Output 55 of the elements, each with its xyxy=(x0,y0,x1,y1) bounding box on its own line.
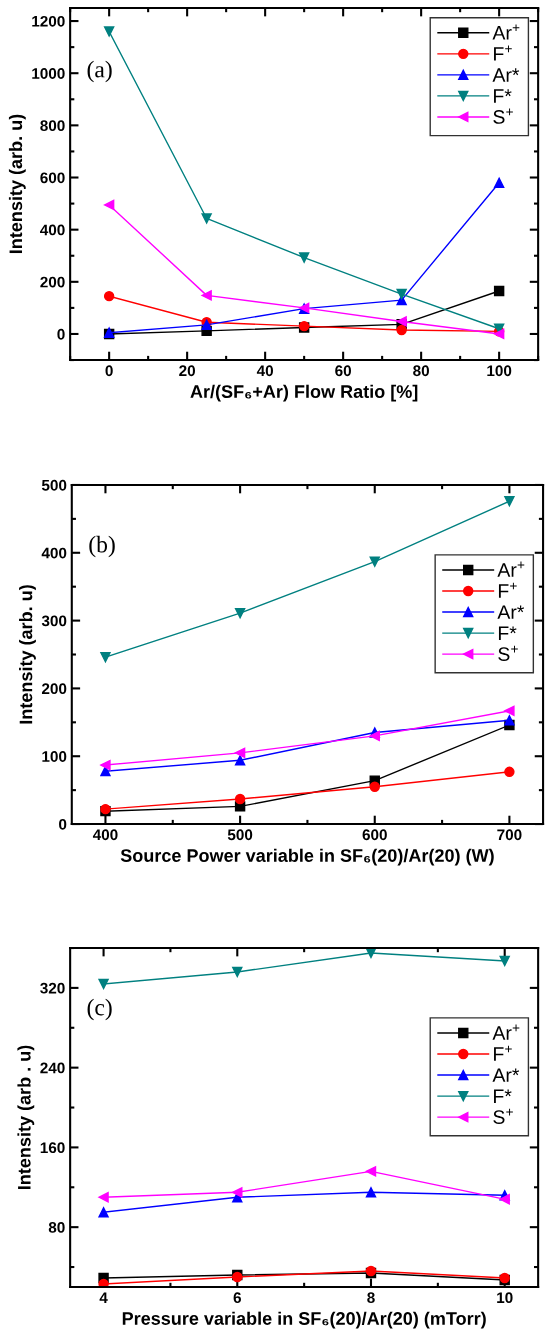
legend-label: Ar* xyxy=(492,68,520,82)
x-tick-label: 60 xyxy=(335,365,352,377)
y-axis-title: Intensity (arb. u) xyxy=(19,585,36,724)
legend-label: F* xyxy=(494,1089,512,1103)
y-tick-label: 100 xyxy=(42,751,67,762)
legend-label: F* xyxy=(498,626,517,640)
y-tick-label: 0 xyxy=(57,328,65,340)
legend-label: S$^{+}$ xyxy=(498,645,518,661)
legend-label: S$^{+}$ xyxy=(493,108,513,124)
y-tick-label: 160 xyxy=(40,1142,65,1154)
legend-label: F$^{+}$ xyxy=(494,45,512,61)
legend-label: F$^{+}$ xyxy=(494,1045,512,1061)
y-tick-label: 400 xyxy=(40,224,65,236)
y-tick-label: 1000 xyxy=(32,68,65,79)
legend-label: Ar$^{+}$ xyxy=(492,1024,520,1040)
x-tick-label: 20 xyxy=(179,365,196,377)
y-tick-label: 500 xyxy=(41,479,67,491)
x-tick-label: 400 xyxy=(92,829,118,841)
legend-label: Ar* xyxy=(497,605,525,619)
x-tick-label: 600 xyxy=(362,829,387,841)
y-tick-label: 80 xyxy=(48,1222,65,1233)
y-tick-label: 300 xyxy=(41,615,67,627)
legend-label: F* xyxy=(494,89,512,103)
legend-label: F$^{+}$ xyxy=(498,582,517,598)
y-tick-label: 200 xyxy=(40,276,65,288)
x-tick-label: 8 xyxy=(367,1292,375,1304)
x-tick-label: 500 xyxy=(227,829,253,841)
y-tick-label: 400 xyxy=(41,547,67,559)
legend-label: Ar$^{+}$ xyxy=(492,24,520,40)
y-tick-label: 0 xyxy=(59,818,67,830)
y-tick-label: 200 xyxy=(41,683,67,695)
legend-label: Ar$^{+}$ xyxy=(497,561,525,577)
x-axis-title: Pressure variable in SF₆(20)/Ar(20) (mTorr) xyxy=(122,1311,486,1329)
y-axis-title: Intensity (arb. u) xyxy=(8,114,26,254)
x-tick-label: 10 xyxy=(497,1292,513,1304)
x-tick-label: 4 xyxy=(99,1292,108,1303)
y-axis-title: Intensity (arb . u) xyxy=(17,1045,35,1190)
x-tick-label: 0 xyxy=(105,365,113,377)
x-tick-label: 40 xyxy=(256,365,274,377)
y-tick-label: 320 xyxy=(40,982,65,994)
x-tick-label: 100 xyxy=(487,365,512,377)
x-axis-title: Source Power variable in SF₆(20)/Ar(20) (W) xyxy=(120,848,494,866)
y-tick-label: 800 xyxy=(40,120,65,132)
legend-label: S$^{+}$ xyxy=(493,1108,513,1125)
annotation: (b) xyxy=(89,535,115,558)
y-tick-label: 600 xyxy=(40,172,65,184)
x-axis-title: Ar/(SF₆+Ar) Flow Ratio [%] xyxy=(190,384,418,402)
x-tick-label: 6 xyxy=(233,1292,241,1304)
x-tick-label: 700 xyxy=(497,829,522,841)
y-tick-label: 1200 xyxy=(32,15,65,27)
annotation: (c) xyxy=(87,998,112,1021)
annotation: (a) xyxy=(87,60,112,83)
legend-label: Ar* xyxy=(492,1068,520,1082)
x-tick-label: 80 xyxy=(413,365,430,377)
y-tick-label: 240 xyxy=(40,1062,65,1074)
